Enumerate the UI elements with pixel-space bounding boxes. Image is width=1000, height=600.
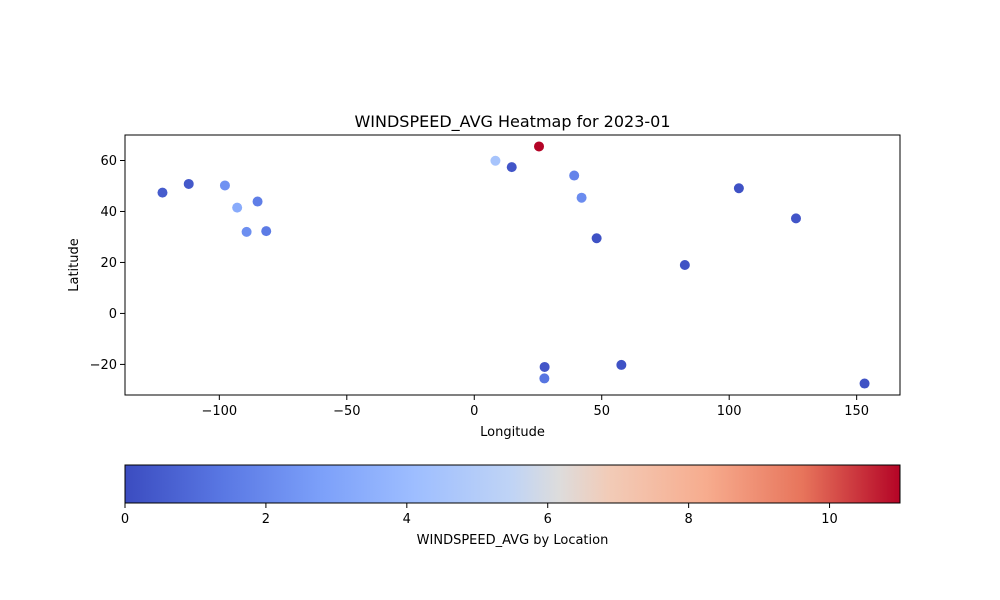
y-tick-label: 60	[100, 154, 117, 169]
colorbar-tick-label: 10	[821, 512, 838, 527]
data-point-2	[219, 180, 230, 191]
data-point-17	[733, 183, 744, 194]
y-tick-label: 0	[109, 307, 117, 322]
x-tick-label: 100	[717, 404, 742, 419]
x-tick-label: −50	[333, 404, 360, 419]
data-point-1	[183, 178, 194, 189]
data-point-0	[157, 187, 168, 198]
colorbar-tick-label: 6	[544, 512, 552, 527]
chart-title: WINDSPEED_AVG Heatmap for 2023-01	[354, 112, 670, 132]
y-axis-ticks: −20 0 20 40 60	[90, 154, 125, 373]
x-tick-label: 0	[470, 404, 478, 419]
data-point-7	[490, 155, 501, 166]
data-point-8	[506, 162, 517, 173]
colorbar-tick-label: 0	[121, 512, 129, 527]
data-point-14	[539, 373, 550, 384]
colorbar	[124, 464, 901, 504]
data-point-3	[232, 202, 243, 213]
plot-area	[125, 135, 900, 395]
colorbar-tick-label: 8	[684, 512, 692, 527]
data-point-4	[241, 226, 252, 237]
y-axis-label: Latitude	[67, 238, 82, 292]
data-point-16	[679, 260, 690, 270]
y-tick-label: 20	[100, 256, 117, 271]
data-point-13	[539, 361, 550, 372]
x-tick-label: 150	[844, 404, 869, 419]
data-point-11	[576, 192, 587, 203]
data-point-18	[790, 213, 801, 224]
data-point-5	[252, 196, 263, 207]
x-axis-ticks: −100 −50 0 50 100 150	[201, 395, 869, 419]
data-point-6	[261, 226, 272, 237]
data-point-15	[616, 359, 627, 370]
data-point-19	[859, 378, 870, 389]
x-tick-label: 50	[593, 404, 610, 419]
x-tick-label: −100	[201, 404, 237, 419]
x-axis-label: Longitude	[480, 425, 545, 440]
plot-frame	[124, 134, 901, 396]
y-tick-label: 40	[100, 205, 117, 220]
colorbar-tick-label: 4	[403, 512, 411, 527]
data-point-10	[569, 170, 580, 181]
scatter-points	[157, 141, 870, 389]
data-point-9	[534, 141, 545, 152]
colorbar-tick-label: 2	[262, 512, 270, 527]
y-tick-label: −20	[90, 358, 117, 373]
data-point-12	[591, 233, 602, 244]
colorbar-ticks: 0 2 4 6 8 10	[121, 503, 838, 527]
colorbar-label: WINDSPEED_AVG by Location	[417, 533, 609, 548]
